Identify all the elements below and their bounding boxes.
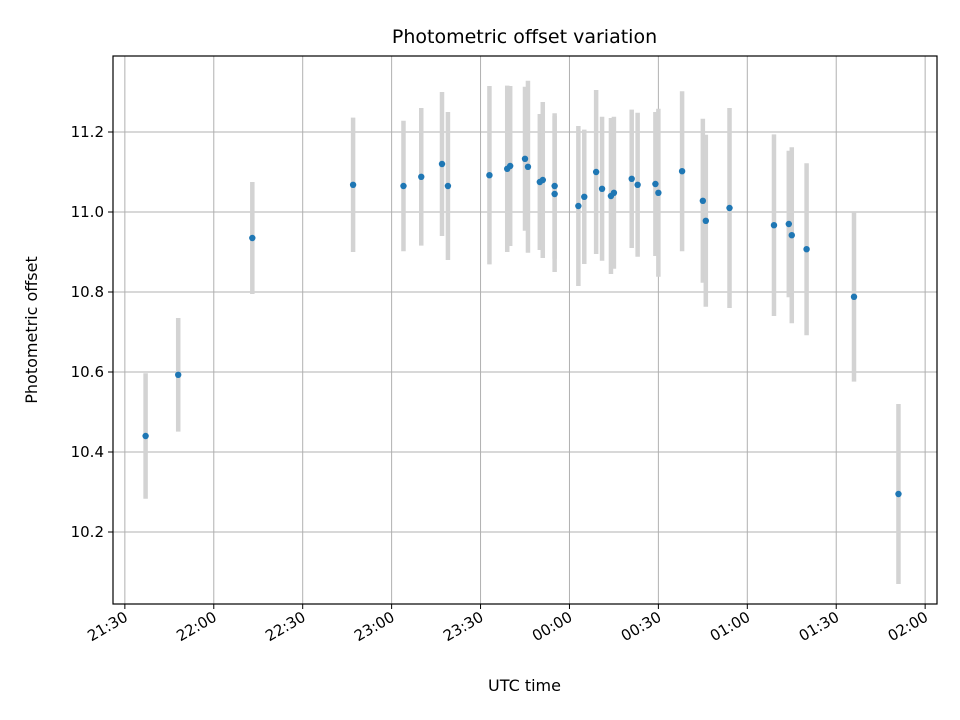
data-point xyxy=(400,182,407,190)
data-point xyxy=(349,181,357,188)
y-axis-label: Photometric offset xyxy=(22,256,41,404)
x-tick-label: 01:30 xyxy=(796,608,842,645)
data-point xyxy=(444,182,452,190)
x-tick-label: 21:30 xyxy=(84,608,130,645)
data-point xyxy=(850,293,858,300)
data-point xyxy=(678,168,686,175)
y-tick-label: 11.2 xyxy=(71,123,104,141)
data-point xyxy=(699,197,707,204)
data-point xyxy=(581,193,588,200)
x-tick-label: 22:30 xyxy=(262,608,308,645)
data-point xyxy=(539,176,546,184)
data-point xyxy=(249,234,256,242)
data-point xyxy=(551,190,558,198)
data-points xyxy=(142,155,902,498)
y-tick-label: 10.2 xyxy=(71,523,104,541)
x-tick-label: 01:00 xyxy=(707,608,753,645)
data-point xyxy=(788,232,795,239)
grid-lines xyxy=(113,56,937,604)
data-point xyxy=(628,175,635,182)
x-tick-label: 00:30 xyxy=(618,608,664,645)
y-tick-label: 11.0 xyxy=(71,203,104,221)
data-point xyxy=(175,371,182,378)
data-point xyxy=(610,189,618,196)
y-tick-label: 10.4 xyxy=(71,443,104,461)
data-point xyxy=(655,189,662,196)
x-axis-ticks: 21:30 22:00 22:30 23:00 23:30 00:00 00:30 01:00… xyxy=(84,604,931,645)
data-point xyxy=(575,202,582,210)
y-tick-label: 10.6 xyxy=(71,363,104,381)
data-point xyxy=(702,217,710,224)
data-point xyxy=(770,222,778,229)
data-point xyxy=(524,163,532,170)
data-point xyxy=(486,172,493,179)
data-point xyxy=(142,432,149,440)
x-tick-label: 23:00 xyxy=(351,608,397,645)
data-point xyxy=(652,180,659,188)
x-tick-label: 23:30 xyxy=(440,608,486,645)
data-point xyxy=(634,181,641,188)
x-tick-label: 22:00 xyxy=(173,608,219,645)
data-point xyxy=(438,160,446,168)
x-tick-label: 00:00 xyxy=(529,608,575,645)
x-tick-label: 02:00 xyxy=(885,608,931,645)
data-point xyxy=(598,185,606,192)
y-tick-label: 10.8 xyxy=(71,283,104,301)
data-point xyxy=(506,162,514,170)
data-point xyxy=(418,173,425,180)
data-point xyxy=(592,168,600,176)
data-point xyxy=(521,155,529,162)
data-point xyxy=(785,220,792,228)
plot-frame xyxy=(112,55,938,605)
error-bars xyxy=(143,80,901,584)
data-point xyxy=(895,490,902,498)
data-point xyxy=(551,182,558,190)
chart-title: Photometric offset variation xyxy=(392,26,657,48)
x-axis-label: UTC time xyxy=(488,676,561,695)
data-point xyxy=(726,204,733,212)
y-axis-ticks: 10.2 10.4 10.6 10.8 11.0 11.2 xyxy=(71,123,113,541)
data-point xyxy=(803,246,810,253)
